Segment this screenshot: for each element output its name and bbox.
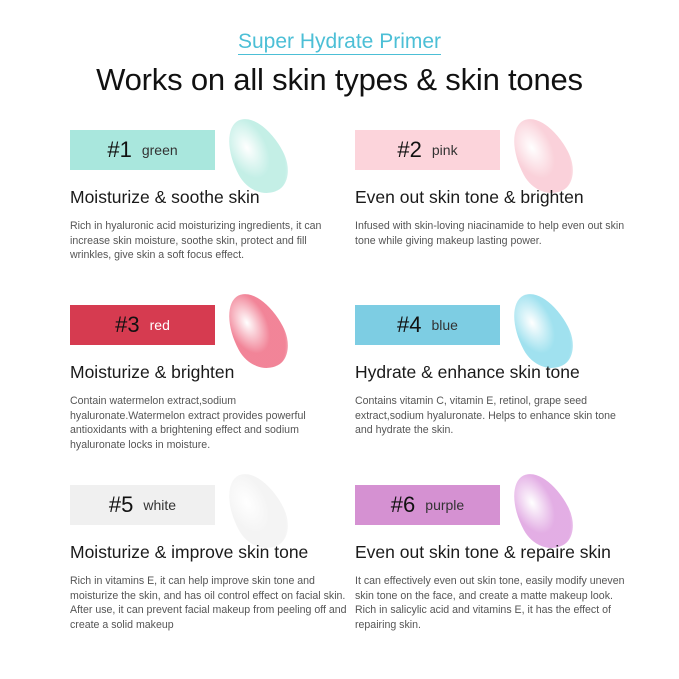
shade-banner: #4 blue (355, 305, 500, 345)
shade-heading: Moisturize & soothe skin (70, 187, 260, 207)
shade-description: Contains vitamin C, vitamin E, retinol, … (355, 395, 616, 436)
shade-number: #3 (115, 312, 140, 337)
shade-color-name: red (149, 317, 170, 333)
shade-number: #5 (108, 492, 134, 517)
shade-heading: Moisturize & brighten (70, 362, 235, 382)
shade-color-name: green (141, 142, 178, 158)
shade-number: #2 (397, 137, 422, 162)
shade-description: Rich in vitamins E, it can help improve … (70, 575, 347, 631)
product-name: Super Hydrate Primer (237, 30, 442, 55)
shade-banner: #6 purple (355, 485, 500, 525)
shade-banner: #3 red (70, 305, 215, 345)
shade-heading: Even out skin tone & brighten (355, 187, 584, 207)
shade-heading: Even out skin tone & repaire skin (355, 542, 611, 562)
shade-banner: #5 white (70, 485, 215, 525)
shade-number: #4 (397, 312, 422, 337)
shade-color-name: purple (425, 497, 465, 513)
shade-description: Contain watermelon extract,sodium hyalur… (70, 395, 306, 451)
shade-banner: #2 pink (355, 130, 500, 170)
shade-heading: Moisturize & improve skin tone (70, 542, 309, 562)
shade-description: Rich in hyaluronic acid moisturizing ing… (70, 220, 322, 261)
shade-color-name: blue (431, 317, 458, 333)
page-title: Works on all skin types & skin tones (96, 62, 583, 97)
shade-description: Infused with skin-loving niacinamide to … (355, 220, 625, 247)
shade-banner: #1 green (70, 130, 215, 170)
shade-color-name: white (143, 497, 177, 513)
shade-number: #1 (107, 137, 132, 162)
shade-heading: Hydrate & enhance skin tone (355, 362, 580, 382)
shade-description: It can effectively even out skin tone, e… (355, 575, 625, 631)
shade-color-name: pink (431, 142, 458, 158)
shade-number: #6 (390, 492, 416, 517)
